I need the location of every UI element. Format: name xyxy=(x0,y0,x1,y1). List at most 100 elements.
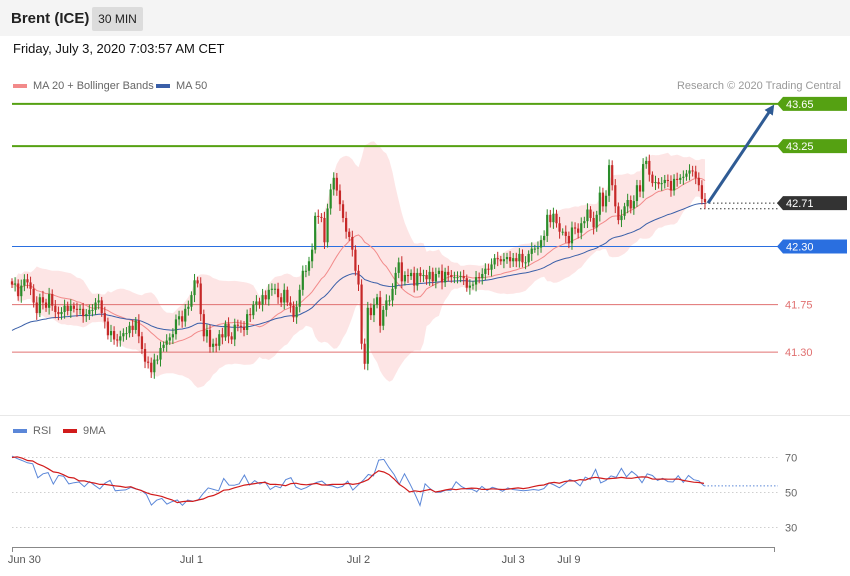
candle-body xyxy=(162,344,165,348)
candle-body xyxy=(536,247,540,249)
candle xyxy=(700,180,704,205)
candle xyxy=(100,296,103,317)
candle-body xyxy=(38,297,41,314)
candle xyxy=(400,256,403,289)
candle xyxy=(543,230,546,247)
candle-body xyxy=(366,307,369,364)
target-arrow xyxy=(706,104,775,204)
timeframe-badge[interactable]: 30 MIN xyxy=(92,7,143,31)
candle xyxy=(351,230,354,257)
candle-body xyxy=(388,300,391,302)
candle-body xyxy=(13,283,17,285)
candle-body xyxy=(17,283,20,297)
candle xyxy=(143,343,147,369)
candle xyxy=(78,304,82,315)
candle-body xyxy=(440,270,444,283)
candle xyxy=(691,165,694,177)
level-tag-43.25: 43.25 xyxy=(777,139,847,154)
candle xyxy=(140,331,144,354)
candle-body xyxy=(663,179,666,184)
candle-body xyxy=(493,258,496,265)
candle xyxy=(57,306,60,321)
candle xyxy=(162,341,165,352)
candle xyxy=(348,228,351,241)
candle xyxy=(134,317,137,334)
candle xyxy=(471,280,475,290)
rsi-line xyxy=(11,455,705,507)
candle xyxy=(335,172,338,196)
candle-body xyxy=(413,272,416,286)
candle xyxy=(224,320,227,341)
candle-body xyxy=(409,272,413,277)
candle-body xyxy=(645,160,648,165)
candle xyxy=(91,304,94,317)
candle xyxy=(459,271,462,283)
candle-body xyxy=(109,331,113,336)
candle-body xyxy=(527,253,530,263)
candle xyxy=(660,177,663,191)
candle-body xyxy=(450,275,453,278)
candle-body xyxy=(150,362,153,373)
candle-body xyxy=(679,177,682,180)
bollinger-bands xyxy=(12,141,705,388)
candle-body xyxy=(106,321,110,336)
candle xyxy=(20,279,23,303)
candle xyxy=(215,337,218,353)
candle xyxy=(366,301,369,371)
candle-body xyxy=(143,348,147,362)
candle xyxy=(301,265,304,296)
candle xyxy=(119,330,122,347)
candle-body xyxy=(51,294,54,306)
candle xyxy=(515,252,518,268)
candle-body xyxy=(35,302,38,314)
candle-body xyxy=(589,209,592,218)
candle xyxy=(620,209,623,228)
candle-body xyxy=(539,240,543,248)
candle-body xyxy=(437,270,441,274)
candle-body xyxy=(354,249,357,271)
candle xyxy=(623,202,626,220)
candle xyxy=(444,267,447,287)
candle xyxy=(518,248,521,268)
candle-body xyxy=(184,308,187,322)
candle xyxy=(29,276,32,296)
candle-body xyxy=(530,248,533,254)
candle-body xyxy=(307,261,311,271)
candle xyxy=(592,211,595,235)
candle xyxy=(672,174,676,196)
candle xyxy=(51,289,54,311)
candle xyxy=(654,175,657,191)
candle-body xyxy=(128,325,131,334)
candle-body xyxy=(242,326,246,330)
candle xyxy=(23,274,26,292)
candle xyxy=(642,158,645,199)
candle xyxy=(187,300,190,316)
candle xyxy=(32,284,35,308)
candle-body xyxy=(586,209,589,222)
candle xyxy=(434,267,437,289)
candle-body xyxy=(552,213,555,223)
candle xyxy=(236,319,239,332)
candle xyxy=(242,321,246,337)
candle-body xyxy=(626,200,629,207)
candle xyxy=(17,279,20,301)
candle-body xyxy=(397,262,400,273)
level-tags: 43.65 43.25 42.71 42.30 41.75 41.30 xyxy=(777,96,847,359)
candle xyxy=(177,310,181,326)
level-tag-label: 43.65 xyxy=(786,99,814,111)
candle xyxy=(440,264,444,290)
candle-body xyxy=(428,271,431,280)
candle-body xyxy=(221,334,224,338)
candle xyxy=(570,221,574,250)
rsi-ma-swatch xyxy=(63,429,77,433)
candle-body xyxy=(193,280,196,296)
candle xyxy=(552,207,555,229)
candle-body xyxy=(332,177,335,190)
candle-body xyxy=(60,312,63,315)
candle-body xyxy=(549,214,552,223)
candle-body xyxy=(122,333,125,337)
candle-body xyxy=(502,259,506,262)
candle xyxy=(131,319,134,337)
rsi-swatch xyxy=(13,429,27,433)
